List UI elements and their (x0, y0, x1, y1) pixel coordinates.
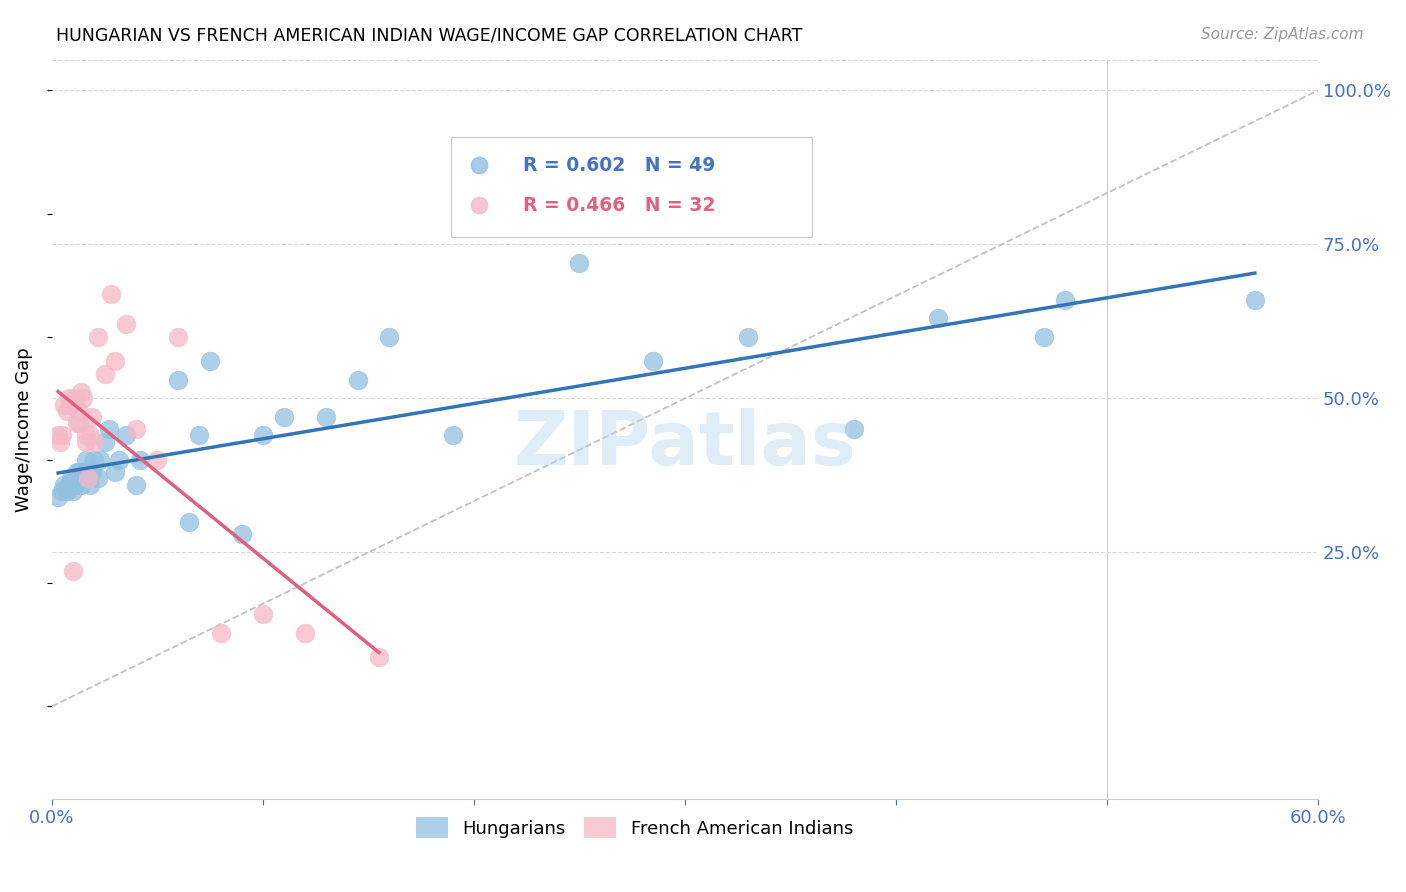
Legend: Hungarians, French American Indians: Hungarians, French American Indians (408, 810, 860, 846)
Point (108, 453, 131, 467)
Point (67, 416, 90, 430)
Point (83, 434, 105, 449)
Point (209, 625, 232, 640)
Point (59, 398, 82, 412)
Point (125, 422, 148, 436)
Point (231, 527, 253, 541)
Point (568, 256, 591, 270)
Point (167, 330, 190, 344)
Point (252, 607, 274, 621)
Point (87, 471, 110, 485)
Point (66, 466, 89, 480)
Point (51, 428, 73, 442)
Point (76, 471, 98, 485)
Text: HUNGARIAN VS FRENCH AMERICAN INDIAN WAGE/INCOME GAP CORRELATION CHART: HUNGARIAN VS FRENCH AMERICAN INDIAN WAGE… (56, 27, 803, 45)
Point (1032, 330, 1054, 344)
Point (55, 483, 77, 498)
Point (643, 354, 665, 368)
Point (66, 416, 89, 430)
Point (62, 471, 84, 485)
Text: ZIPatlas: ZIPatlas (513, 408, 856, 481)
Point (67, 466, 90, 480)
Point (75, 428, 97, 442)
FancyBboxPatch shape (451, 137, 811, 237)
Point (66, 471, 89, 485)
Text: Source: ZipAtlas.com: Source: ZipAtlas.com (1201, 27, 1364, 42)
Point (79, 428, 101, 442)
Point (53, 477, 76, 491)
Point (53, 398, 76, 412)
Point (1053, 293, 1076, 307)
Point (129, 453, 152, 467)
Point (252, 428, 274, 442)
Point (72, 471, 94, 485)
Point (62, 483, 84, 498)
Point (315, 409, 337, 424)
Point (198, 354, 221, 368)
Point (1243, 293, 1265, 307)
Point (125, 477, 148, 491)
Point (114, 428, 136, 442)
Point (70, 385, 93, 400)
Point (83, 453, 105, 467)
Point (72, 392, 94, 406)
Point (59, 471, 82, 485)
Point (104, 354, 127, 368)
Point (55, 403, 77, 417)
Point (842, 422, 865, 436)
Point (63, 392, 86, 406)
Point (752, 204, 775, 219)
Point (75, 434, 97, 449)
Point (346, 373, 368, 387)
Point (114, 318, 136, 332)
Point (75, 453, 97, 467)
Point (146, 453, 169, 467)
Point (927, 311, 949, 326)
Point (93, 367, 115, 381)
Point (80, 409, 103, 424)
Point (294, 625, 316, 640)
Point (80, 466, 103, 480)
Text: R = 0.602   N = 49: R = 0.602 N = 49 (523, 156, 716, 175)
Point (67, 403, 90, 417)
Point (87, 330, 110, 344)
Point (58, 392, 80, 406)
Point (93, 434, 115, 449)
Point (97, 422, 120, 436)
Point (273, 409, 295, 424)
Point (378, 330, 401, 344)
Point (737, 330, 759, 344)
Point (49, 434, 72, 449)
Y-axis label: Wage/Income Gap: Wage/Income Gap (15, 347, 32, 512)
Point (177, 515, 200, 529)
Point (752, 171, 775, 186)
Point (46, 490, 69, 504)
Point (58, 477, 80, 491)
Point (100, 286, 122, 301)
Point (441, 428, 464, 442)
Point (67, 471, 90, 485)
Point (62, 477, 84, 491)
Point (63, 477, 86, 491)
Point (367, 650, 389, 665)
Point (72, 466, 94, 480)
Point (62, 564, 84, 578)
Point (79, 477, 101, 491)
Point (46, 428, 69, 442)
Point (70, 477, 93, 491)
Point (89, 453, 111, 467)
Point (51, 483, 73, 498)
Point (188, 428, 211, 442)
Text: R = 0.466   N = 32: R = 0.466 N = 32 (523, 195, 716, 215)
Point (167, 373, 190, 387)
Point (104, 466, 127, 480)
